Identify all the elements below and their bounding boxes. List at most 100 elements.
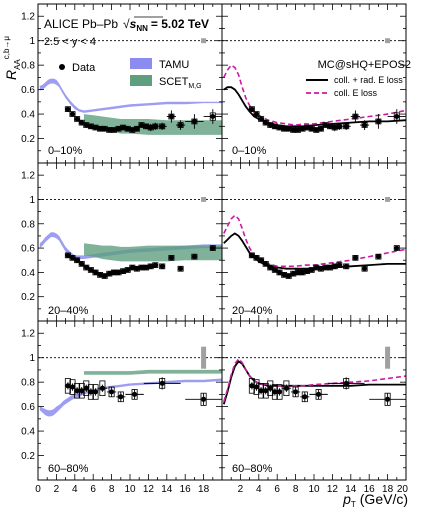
panel-2-0-x-tick-label: 10: [124, 484, 136, 495]
panel-2-0-data-point: [70, 384, 75, 390]
panel-0-0-data-point: [134, 126, 140, 132]
panel-2-1: 2 4 6 8 10 12 14 16 18 20: [221, 320, 409, 495]
panel-2-1-data-point: [316, 391, 322, 397]
panel-0-1-data-point: [263, 120, 269, 126]
panel-0-1-data-point: [352, 114, 358, 119]
panel-1-0-data-point: [139, 265, 144, 270]
panel-1-0-data-point: [159, 263, 165, 269]
panel-1-1-data-point: [352, 255, 358, 261]
panel-2-1-data-point: [254, 384, 259, 390]
panel-0-1-data-point: [286, 126, 292, 132]
panel-1-0-data-point: [111, 269, 117, 275]
panel-1-0-y-tick-label: 1: [29, 195, 35, 206]
panel-1-1-data-point: [332, 263, 338, 269]
panel-2-0-x-tick-label: 2: [54, 484, 60, 495]
panel-0-1-data-point: [277, 125, 282, 130]
panel-2-0-y-tick-label: 1: [29, 353, 35, 364]
panel-1-1-data-point: [323, 265, 328, 270]
panel-2-1-data-point: [343, 380, 349, 386]
panel-0-0-data-point: [152, 123, 158, 129]
panel-2-0-tamu-band: [39, 378, 222, 417]
panel-0-0-plot-area: [38, 38, 222, 135]
panel-2-1-x-tick-label: 4: [256, 484, 262, 495]
panel-2-0-x-tick-label: 8: [109, 484, 115, 495]
legend-data-label: Data: [72, 62, 96, 74]
panel-0-0-y-tick-label: 0.4: [21, 110, 35, 121]
panel-1-0-data-point: [106, 271, 112, 277]
centrality-label-0-10-right: 0–10%: [232, 145, 266, 157]
panel-1-0-data-point: [143, 265, 149, 270]
panel-2-1-x-tick-label: 20: [397, 484, 409, 495]
panel-1-1-data-point: [375, 254, 381, 260]
panel-1-0-data-point: [83, 265, 89, 270]
panel-2-0-x-tick-label: 12: [143, 484, 155, 495]
panel-2-0-x-tick-label: 0: [35, 484, 41, 495]
panel-0-0-data-point: [178, 122, 184, 128]
panel-2-1-data-point: [277, 389, 282, 395]
panel-0-1-data-point: [313, 127, 319, 133]
panel-2-1-data-point: [293, 389, 299, 395]
panel-1-1-mc-rad-curve: [223, 232, 406, 270]
panel-0-0-data-point: [120, 125, 126, 130]
panel-1-0-data-point: [120, 268, 126, 274]
panel-0-1-data-point: [272, 123, 278, 129]
panel-0-1-data-point: [309, 126, 315, 132]
panel-0-1-data-point: [323, 122, 328, 128]
panel-2-1-mc-coll-curve: [223, 357, 406, 402]
panel-0-0-data-point: [74, 116, 80, 122]
panel-2-1-x-tick-label: 16: [364, 484, 376, 495]
centrality-label-60-80-left: 60–80%: [48, 463, 89, 475]
panel-1-1-data-point: [286, 273, 292, 279]
panel-2-0-y-tick-label: 0.8: [21, 378, 35, 389]
panel-0-0-data-point: [79, 120, 85, 126]
panel-2-1-x-tick-label: 14: [345, 484, 357, 495]
panel-1-1-data-point: [362, 266, 368, 272]
panel-0-1-data-point: [304, 125, 310, 130]
panel-2-0-data-point: [93, 389, 98, 395]
panel-2-1-x-tick-label: 6: [274, 484, 280, 495]
panel-2-0-data-point: [79, 388, 85, 394]
panel-2-0-data-point: [159, 380, 165, 386]
centrality-label-60-80-right: 60–80%: [232, 463, 273, 475]
panel-1-0-data-point: [191, 254, 197, 260]
panel-1-0-data-point: [134, 266, 140, 272]
panel-0-1-data-point: [327, 123, 333, 129]
panel-1-0-data-point: [93, 269, 98, 275]
panel-0-0-data-point: [168, 114, 174, 119]
panel-0-1-data-point: [300, 126, 305, 132]
panel-1-1-data-point: [304, 268, 310, 274]
panel-1-0: 0.2 0.4 0.6 0.8 1 1.2: [21, 162, 223, 322]
panel-1-0-data-point: [65, 252, 71, 258]
panel-2-0-y-tick-label: 1.2: [21, 329, 35, 340]
panel-2-0-data-syst-box: [69, 379, 76, 395]
panel-2-1-frame: [221, 320, 407, 481]
panel-0-1-data-point: [332, 125, 338, 130]
panel-1-0-data-point: [79, 261, 85, 267]
panel-0-0-data-point: [148, 125, 154, 130]
panel-0-1-plot-area: [222, 38, 406, 133]
legend-scet-swatch: [130, 75, 152, 86]
panel-1-1-data-point: [318, 266, 324, 272]
panel-2-0-x-tick-label: 18: [198, 484, 210, 495]
panels: 0.20.40.60.811.20.20.40.60.811.20.20.40.…: [21, 3, 409, 495]
panel-0-0-y-tick-label: 0.6: [21, 85, 35, 96]
panel-2-1-x-tick-label: 10: [308, 484, 320, 495]
panel-0-0-data-point: [106, 127, 112, 133]
panel-0-1-data-point: [362, 122, 368, 128]
panel-1-0-frame: [37, 162, 223, 322]
panel-1-1-data-point: [313, 265, 319, 270]
panel-1-0-data-point: [116, 269, 121, 275]
panel-2-1-data-point: [385, 396, 391, 402]
y-axis-title: RAAc,b→μ: [2, 36, 22, 80]
panel-1-0-normalization-box: [201, 197, 207, 202]
panel-0-1-data-point: [336, 123, 342, 129]
panel-2-1-data-point: [263, 388, 269, 394]
panel-2-1-data-point: [258, 388, 264, 394]
panel-2-1-data-syst-box: [267, 380, 274, 396]
legend-mc-coll-label: coll. E loss: [334, 88, 378, 98]
panel-0-0-data-point: [65, 106, 71, 112]
panel-0-1-data-point: [258, 116, 264, 122]
panel-1-0-data-point: [102, 273, 108, 279]
